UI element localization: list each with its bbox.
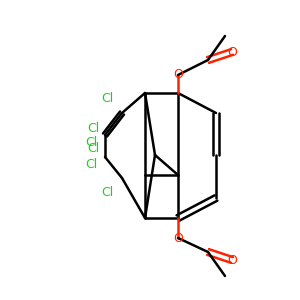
Text: Cl: Cl [85,136,97,149]
Text: O: O [173,68,183,82]
Text: O: O [173,232,183,244]
Text: O: O [227,254,237,266]
Text: Cl: Cl [85,158,97,172]
Text: Cl: Cl [88,142,100,155]
Text: Cl: Cl [102,92,114,106]
Text: Cl: Cl [102,185,114,199]
Text: Cl: Cl [88,122,100,136]
Text: O: O [227,46,237,59]
